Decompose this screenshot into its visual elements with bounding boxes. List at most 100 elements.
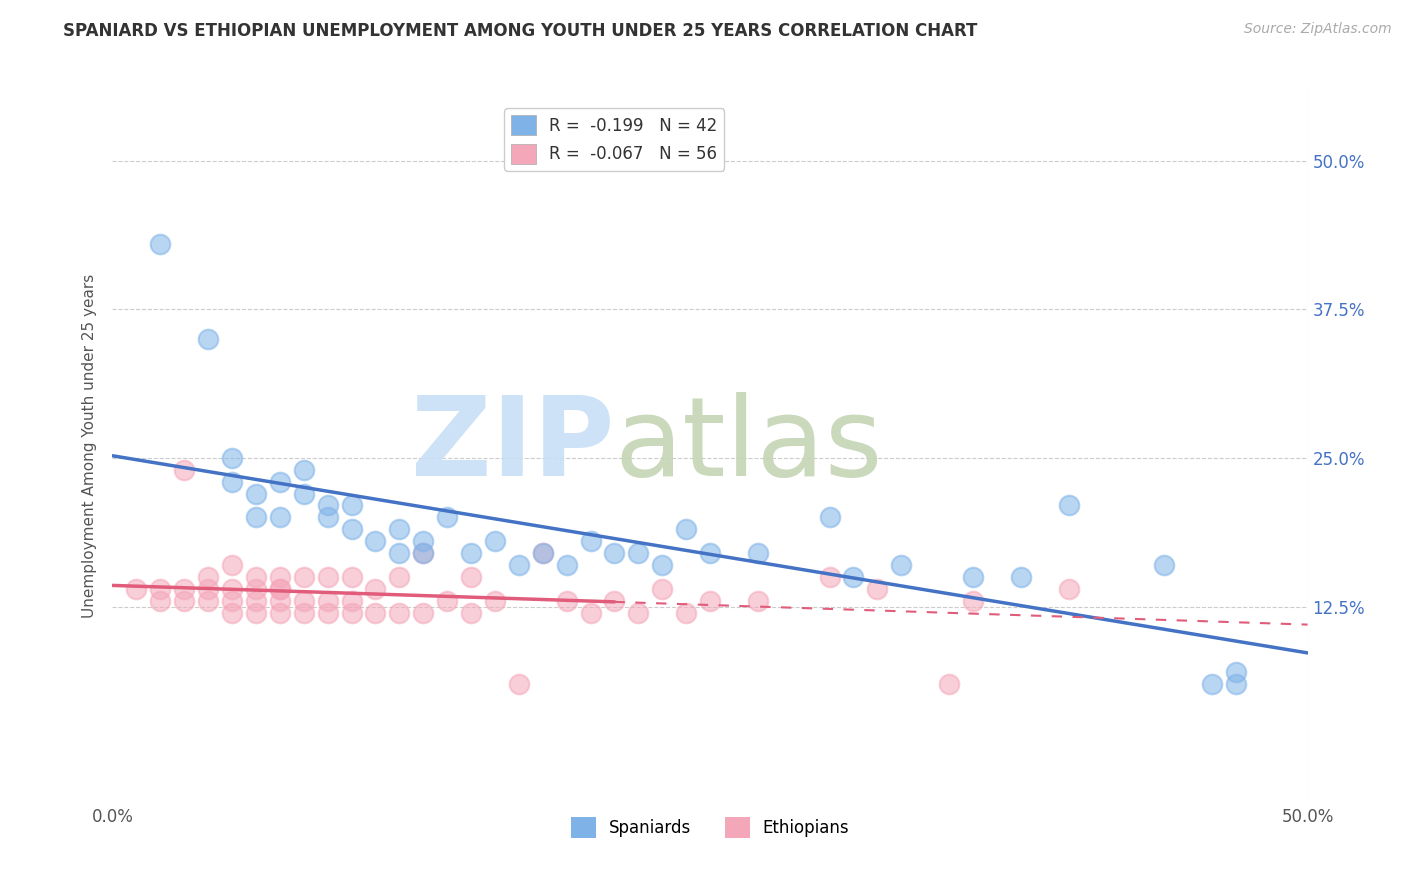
Point xyxy=(651,558,673,572)
Point xyxy=(364,606,387,620)
Point xyxy=(555,558,578,572)
Point xyxy=(436,593,458,607)
Point xyxy=(292,593,315,607)
Point xyxy=(245,486,267,500)
Point xyxy=(173,463,195,477)
Point xyxy=(555,593,578,607)
Point xyxy=(579,534,602,549)
Point xyxy=(269,475,291,489)
Point xyxy=(316,570,339,584)
Point xyxy=(460,606,482,620)
Point xyxy=(221,450,243,465)
Point xyxy=(1225,677,1247,691)
Point xyxy=(962,593,984,607)
Point xyxy=(340,499,363,513)
Point xyxy=(388,546,411,560)
Point xyxy=(221,558,243,572)
Point xyxy=(221,593,243,607)
Point xyxy=(245,510,267,524)
Point xyxy=(842,570,865,584)
Point xyxy=(938,677,960,691)
Point xyxy=(484,593,506,607)
Point xyxy=(245,606,267,620)
Point xyxy=(388,606,411,620)
Text: atlas: atlas xyxy=(614,392,883,500)
Point xyxy=(316,606,339,620)
Point xyxy=(460,570,482,584)
Point xyxy=(197,332,219,346)
Point xyxy=(316,499,339,513)
Point xyxy=(675,522,697,536)
Legend: Spaniards, Ethiopians: Spaniards, Ethiopians xyxy=(564,811,856,845)
Point xyxy=(364,534,387,549)
Point xyxy=(531,546,554,560)
Point xyxy=(221,606,243,620)
Point xyxy=(460,546,482,560)
Point xyxy=(699,593,721,607)
Point xyxy=(866,582,889,596)
Point xyxy=(340,593,363,607)
Point xyxy=(508,558,530,572)
Point xyxy=(269,582,291,596)
Point xyxy=(412,546,434,560)
Point xyxy=(269,570,291,584)
Point xyxy=(173,593,195,607)
Point xyxy=(197,570,219,584)
Point xyxy=(412,546,434,560)
Point xyxy=(340,522,363,536)
Point xyxy=(1225,665,1247,679)
Point xyxy=(316,510,339,524)
Point xyxy=(388,570,411,584)
Point xyxy=(125,582,148,596)
Point xyxy=(1057,499,1080,513)
Point xyxy=(221,582,243,596)
Point xyxy=(245,593,267,607)
Point xyxy=(1201,677,1223,691)
Point xyxy=(269,593,291,607)
Point xyxy=(221,475,243,489)
Point xyxy=(245,570,267,584)
Point xyxy=(890,558,912,572)
Point xyxy=(149,582,172,596)
Point xyxy=(412,606,434,620)
Point xyxy=(508,677,530,691)
Point xyxy=(1010,570,1032,584)
Point xyxy=(627,606,650,620)
Point xyxy=(197,593,219,607)
Point xyxy=(699,546,721,560)
Point xyxy=(269,510,291,524)
Point xyxy=(747,546,769,560)
Point xyxy=(627,546,650,560)
Point xyxy=(292,606,315,620)
Point xyxy=(364,582,387,596)
Point xyxy=(388,522,411,536)
Point xyxy=(245,582,267,596)
Point xyxy=(269,606,291,620)
Point xyxy=(747,593,769,607)
Point xyxy=(531,546,554,560)
Point xyxy=(675,606,697,620)
Text: SPANIARD VS ETHIOPIAN UNEMPLOYMENT AMONG YOUTH UNDER 25 YEARS CORRELATION CHART: SPANIARD VS ETHIOPIAN UNEMPLOYMENT AMONG… xyxy=(63,22,977,40)
Point xyxy=(292,463,315,477)
Point xyxy=(1057,582,1080,596)
Point xyxy=(340,570,363,584)
Text: Source: ZipAtlas.com: Source: ZipAtlas.com xyxy=(1244,22,1392,37)
Point xyxy=(149,593,172,607)
Point xyxy=(603,546,626,560)
Point xyxy=(292,486,315,500)
Point xyxy=(962,570,984,584)
Text: ZIP: ZIP xyxy=(411,392,614,500)
Point xyxy=(412,534,434,549)
Point xyxy=(818,510,841,524)
Point xyxy=(269,582,291,596)
Point xyxy=(316,593,339,607)
Point xyxy=(651,582,673,596)
Point xyxy=(579,606,602,620)
Point xyxy=(292,570,315,584)
Point xyxy=(436,510,458,524)
Point xyxy=(197,582,219,596)
Point xyxy=(603,593,626,607)
Point xyxy=(173,582,195,596)
Point xyxy=(484,534,506,549)
Point xyxy=(340,606,363,620)
